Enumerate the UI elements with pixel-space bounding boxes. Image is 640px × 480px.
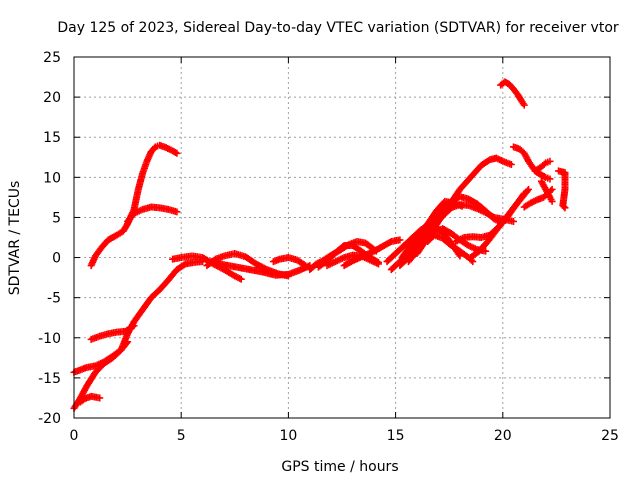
data-point [540, 160, 548, 168]
x-tick-label: 15 [387, 428, 405, 444]
series-arc-i [207, 258, 314, 279]
data-point [129, 323, 137, 331]
x-tick-label: 0 [70, 428, 79, 444]
x-tick-label: 5 [177, 428, 186, 444]
series-arc-d [70, 338, 132, 376]
y-tick-label: 20 [43, 90, 61, 106]
series-arc-s [398, 197, 466, 262]
data-point [523, 187, 531, 195]
data-point [525, 185, 533, 193]
x-tick-label: 10 [279, 428, 297, 444]
data-point [96, 394, 104, 402]
series-arc-a [87, 141, 181, 270]
data-point [180, 261, 188, 269]
chart-title: Day 125 of 2023, Sidereal Day-to-day VTE… [57, 20, 619, 36]
data-point [173, 149, 181, 157]
series-arc-zb [537, 177, 556, 205]
data-point [123, 339, 131, 347]
data-point [386, 238, 394, 246]
data-point [237, 275, 245, 283]
data-point [561, 204, 569, 212]
data-markers [70, 78, 569, 412]
x-axis-label: GPS time / hours [281, 459, 398, 475]
series-arc-n [340, 236, 404, 270]
series-arc-f [76, 392, 104, 406]
grid-lines [74, 57, 610, 418]
data-point [302, 262, 310, 270]
y-tick-label: -15 [38, 371, 61, 387]
data-point [458, 202, 466, 210]
series-arc-w [467, 185, 533, 262]
series-arc-t [413, 154, 515, 258]
series-arc-y [510, 143, 554, 183]
y-tick-label: 10 [43, 170, 61, 186]
data-point [520, 101, 528, 109]
plot-frame [73, 56, 611, 419]
data-point [171, 148, 179, 156]
series-arc-z [520, 185, 556, 211]
data-point [507, 160, 515, 168]
data-point [546, 175, 554, 183]
axis-ticks: 0 5 10 15 20 25 -20 -15 -10 -5 0 5 10 15 20 25 [38, 50, 619, 444]
series-arc-j [269, 254, 310, 270]
x-tick-label: 25 [601, 428, 619, 444]
y-tick-label: 25 [43, 50, 61, 66]
y-tick-label: 5 [52, 210, 61, 226]
y-tick-label: 0 [52, 251, 61, 267]
data-point [374, 260, 382, 268]
data-point [130, 322, 138, 330]
data-point [548, 197, 556, 205]
data-point [300, 261, 308, 269]
data-point [396, 236, 404, 244]
y-tick-label: -20 [38, 411, 61, 427]
series-arc-b [124, 203, 181, 225]
x-tick-label: 20 [494, 428, 512, 444]
data-point [124, 338, 132, 346]
series-arc-za [531, 157, 554, 175]
data-point [173, 208, 181, 216]
data-point [546, 157, 554, 165]
series-arc-e [87, 322, 138, 343]
y-tick-label: -10 [38, 331, 61, 347]
data-point [560, 203, 568, 211]
data-point [489, 213, 497, 221]
data-point [510, 217, 518, 225]
y-tick-label: 15 [43, 130, 61, 146]
series-arc-u [424, 231, 477, 266]
data-point [548, 185, 556, 193]
data-point [482, 247, 490, 255]
series-arc-x [497, 78, 528, 109]
data-point [540, 173, 548, 181]
series-arc-c [70, 258, 207, 412]
y-axis-label: SDTVAR / TECUs [7, 181, 23, 296]
y-tick-label: -5 [47, 291, 61, 307]
series-arc-zc [555, 167, 569, 212]
